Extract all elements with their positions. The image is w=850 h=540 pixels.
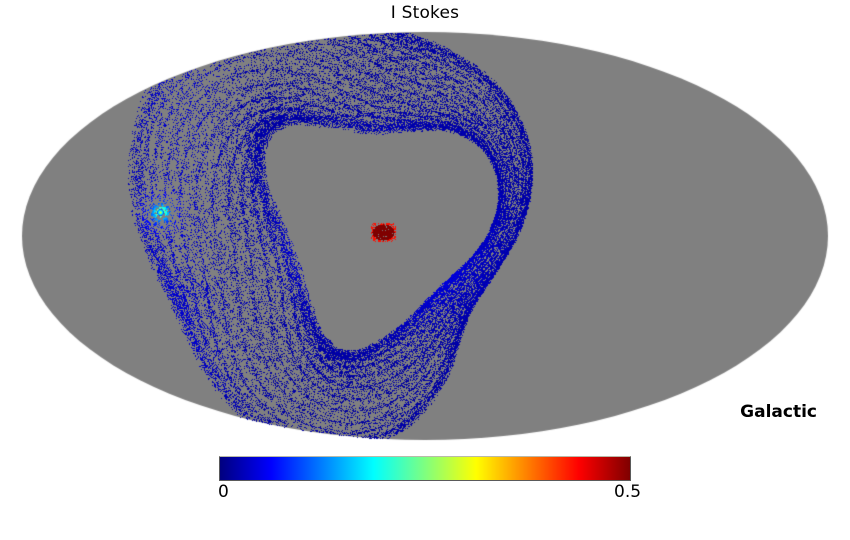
coordinate-system-label: Galactic xyxy=(740,402,817,422)
colorbar-gradient xyxy=(219,456,631,481)
colorbar-min-tick-label: 0 xyxy=(218,482,229,502)
colorbar[interactable] xyxy=(219,456,631,482)
colorbar-max-tick-label: 0.5 xyxy=(614,482,642,502)
